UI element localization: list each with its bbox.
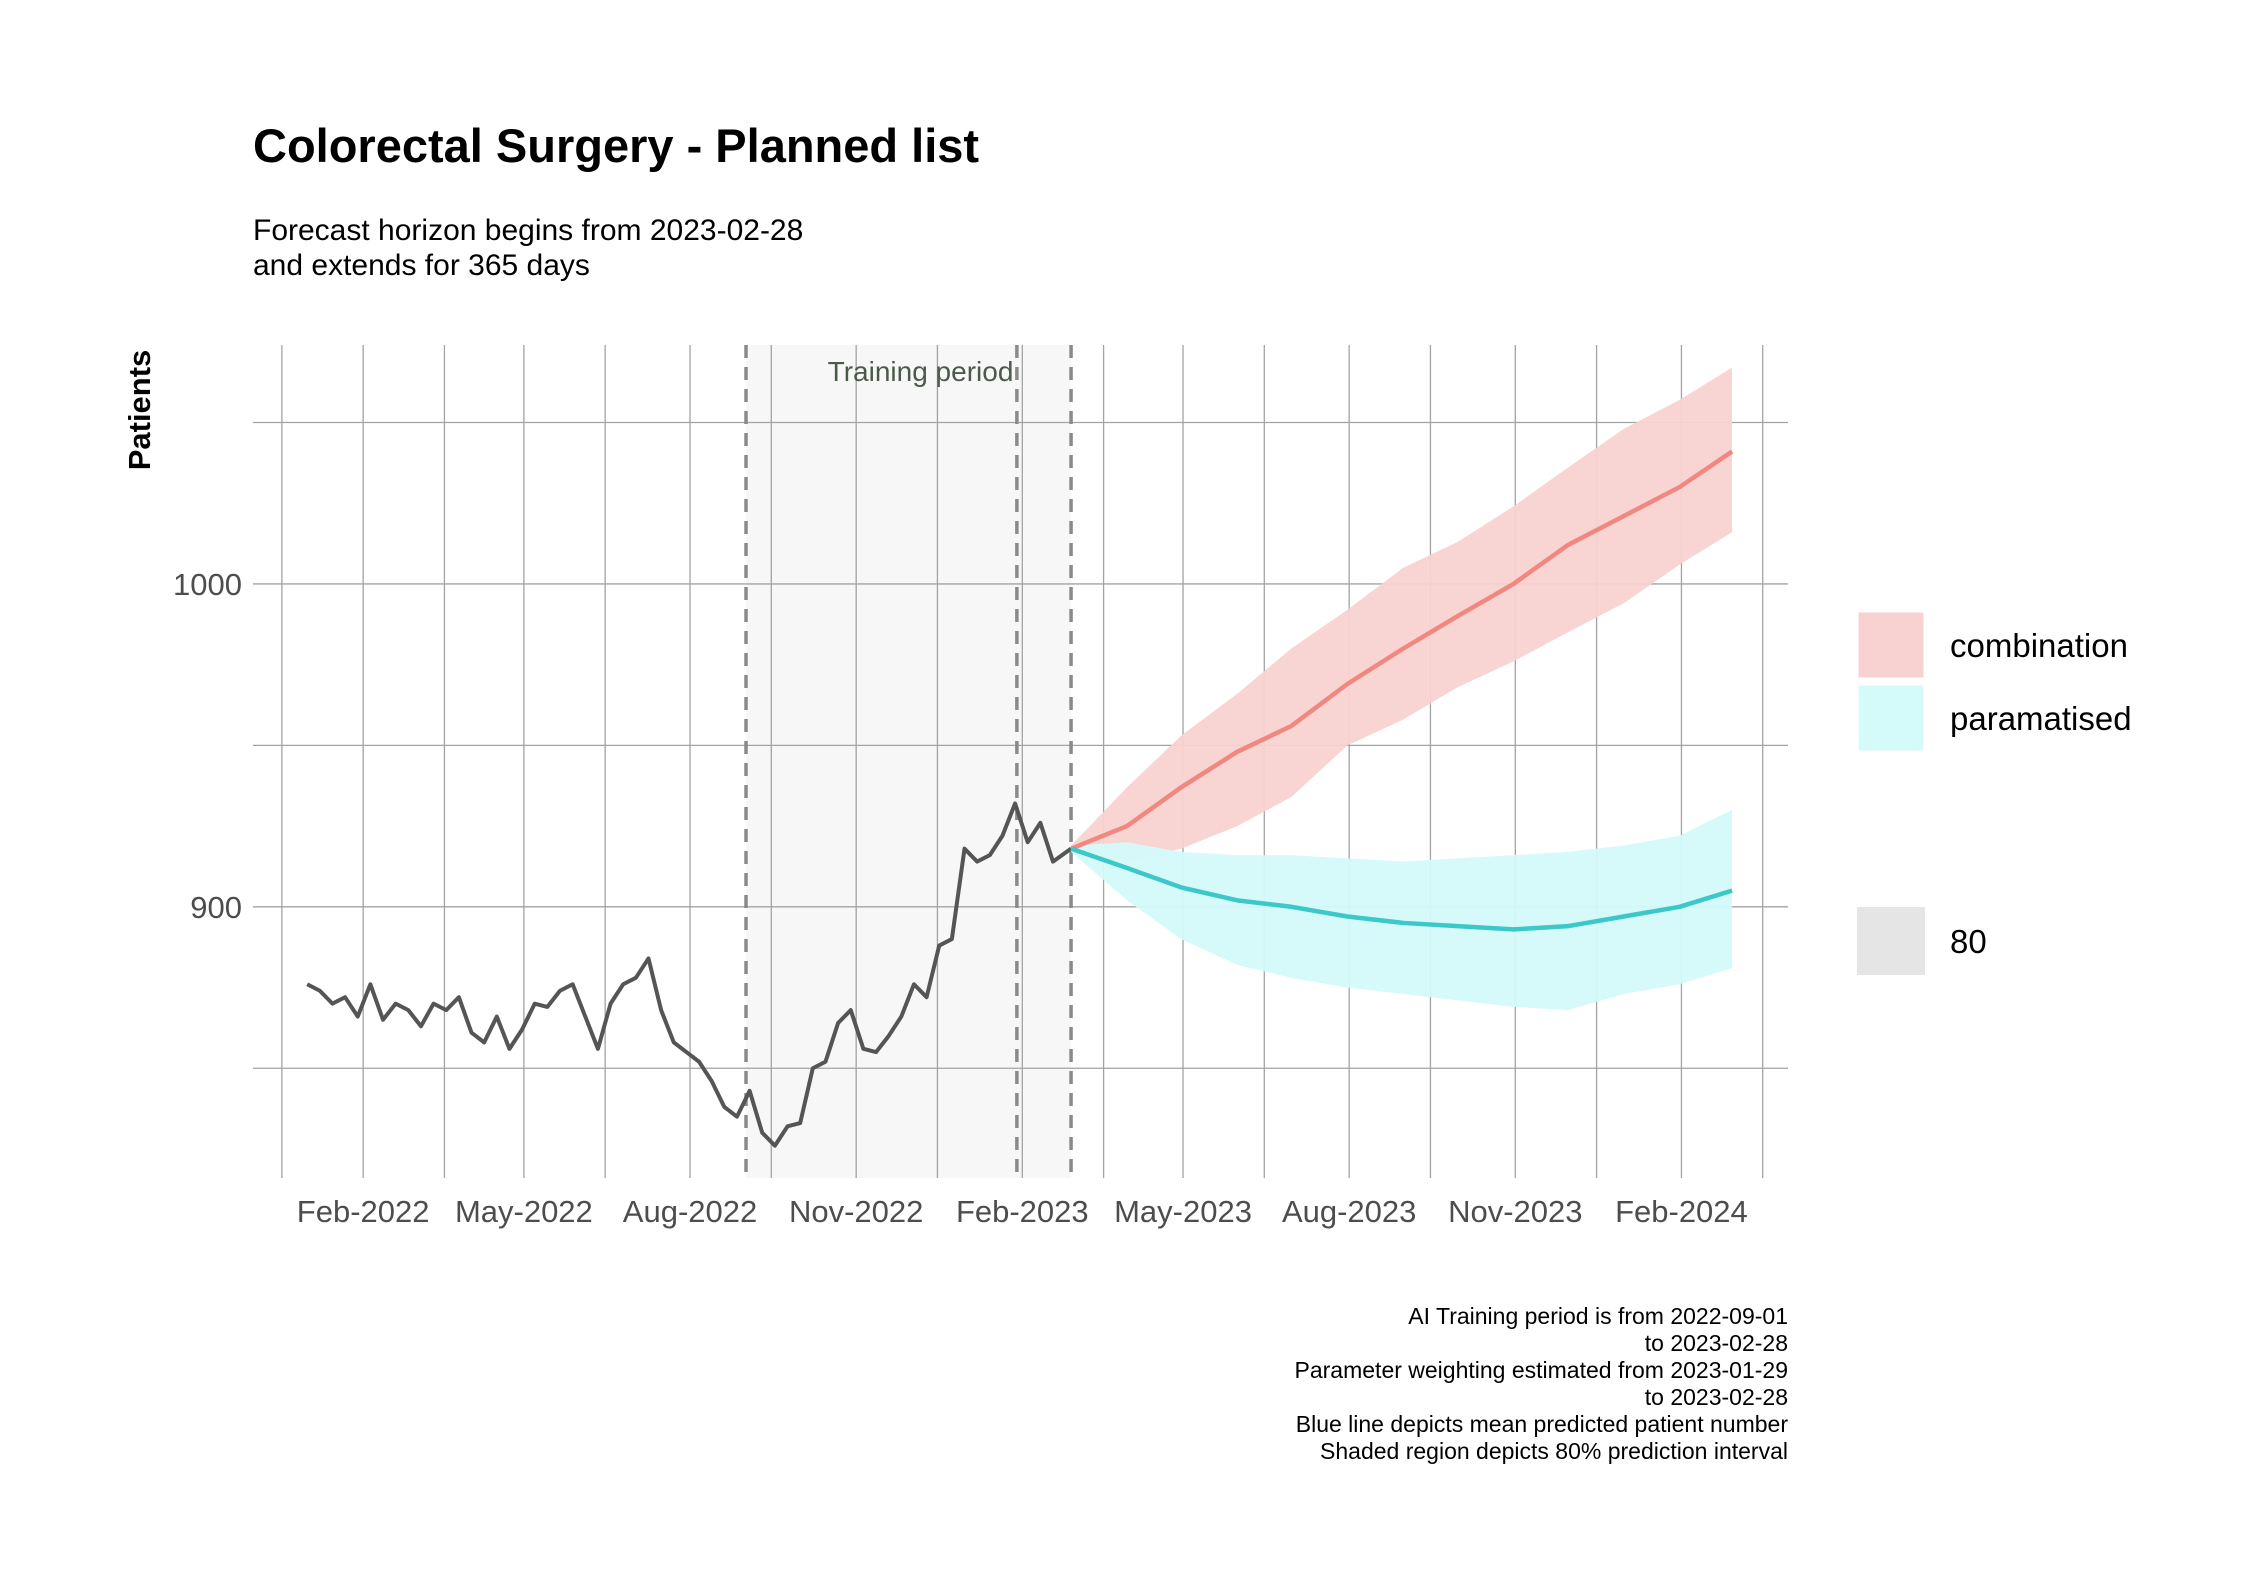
- legend-label-level: 80: [1950, 923, 1987, 960]
- legend-key-combination: [1855, 609, 1927, 681]
- chart-subtitle-line-2: and extends for 365 days: [253, 249, 590, 282]
- mean-line-combination: [1070, 449, 1734, 851]
- legend-key-paramatised: [1855, 682, 1927, 754]
- caption-line-5: Blue line depicts mean predicted patient…: [1296, 1411, 1789, 1437]
- caption-line-3: Parameter weighting estimated from 2023-…: [1295, 1357, 1788, 1383]
- legend-label-combination: combination: [1950, 627, 2128, 664]
- x-tick-label: Aug-2022: [623, 1194, 757, 1229]
- x-tick-label: Nov-2023: [1448, 1194, 1582, 1229]
- x-tick-label: Nov-2022: [789, 1194, 923, 1229]
- chart-subtitle-line-1: Forecast horizon begins from 2023-02-28: [253, 214, 803, 247]
- x-tick-label: Feb-2023: [956, 1194, 1089, 1229]
- chart-title: Colorectal Surgery - Planned list: [253, 119, 979, 172]
- legend-key-level: [1857, 907, 1925, 975]
- caption: AI Training period is from 2022-09-01 to…: [1295, 1303, 1789, 1464]
- y-tick-label: 900: [190, 890, 242, 925]
- x-tick-label: May-2022: [455, 1194, 593, 1229]
- training-period-label: Training period: [828, 356, 1014, 387]
- x-tick-label: Feb-2022: [297, 1194, 430, 1229]
- caption-line-6: Shaded region depicts 80% prediction int…: [1320, 1438, 1788, 1464]
- mean-line-paramatised: [1070, 846, 1733, 932]
- y-tick-label: 1000: [173, 567, 242, 602]
- caption-line-1: AI Training period is from 2022-09-01: [1408, 1303, 1788, 1329]
- x-tick-label: Aug-2023: [1282, 1194, 1416, 1229]
- prediction-band-combination: [1071, 367, 1733, 862]
- x-tick-label: Feb-2024: [1615, 1194, 1748, 1229]
- legend: combination paramatised 80: [1855, 609, 2132, 975]
- x-tick-label: May-2023: [1114, 1194, 1252, 1229]
- caption-line-2: to 2023-02-28: [1645, 1330, 1788, 1356]
- caption-line-4: to 2023-02-28: [1645, 1384, 1788, 1410]
- historical-line: [306, 801, 1073, 1148]
- prediction-band-paramatised: [1071, 809, 1733, 1011]
- y-axis-label: Patients: [122, 350, 157, 471]
- plot-area: Training period Feb-2022 May-2022 Aug-2022 N…: [173, 345, 1788, 1229]
- legend-label-paramatised: paramatised: [1950, 700, 2132, 737]
